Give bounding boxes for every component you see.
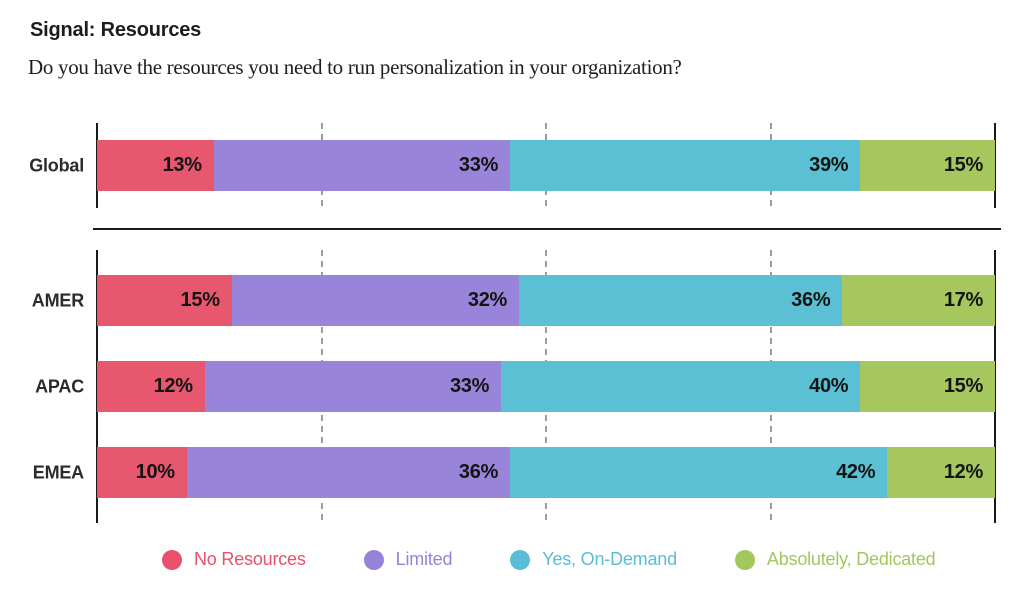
- legend-label: Absolutely, Dedicated: [766, 549, 936, 569]
- segment-absolutely-dedicated: 12%: [887, 447, 995, 498]
- legend-item-limited: Limited: [363, 549, 453, 570]
- axis-line-right: [994, 123, 996, 208]
- legend-item-absolutely-dedicated: Absolutely, Dedicated: [734, 549, 936, 570]
- segment-value-label: 42%: [836, 461, 876, 483]
- axis-line-right: [994, 250, 996, 523]
- segment-value-label: 15%: [180, 289, 220, 311]
- row-label-global: Global: [29, 155, 84, 175]
- bar-rows: Global 13% 33% 39% 15%: [29, 123, 995, 208]
- segment-value-label: 36%: [458, 461, 499, 483]
- segment-absolutely-dedicated: 17%: [842, 275, 995, 326]
- segment-value-label: 39%: [809, 154, 849, 176]
- bar-row-emea: EMEA 10% 36% 42% 12%: [33, 447, 995, 498]
- legend-item-no-resources: No Resources: [162, 549, 306, 570]
- legend-dot-icon: [363, 549, 384, 570]
- survey-question: Do you have the resources you need to ru…: [28, 55, 682, 79]
- segment-no-resources: 15%: [97, 275, 232, 326]
- page-title: Signal: Resources: [30, 19, 202, 41]
- segment-value-label: 33%: [458, 154, 499, 176]
- segment-value-label: 15%: [943, 154, 983, 176]
- legend-item-yes-on-demand: Yes, On-Demand: [510, 549, 677, 570]
- segment-yes-on-demand: 42%: [510, 447, 888, 498]
- segment-yes-on-demand: 36%: [519, 275, 843, 326]
- legend-dot-icon: [734, 549, 755, 570]
- segment-limited: 32%: [231, 275, 520, 326]
- bar-row-global: Global 13% 33% 39% 15%: [29, 140, 995, 191]
- segment-value-label: 10%: [135, 461, 175, 483]
- chart-section-global: Global 13% 33% 39% 15%: [29, 123, 996, 208]
- segment-limited: 36%: [186, 447, 511, 498]
- segment-value-label: 12%: [943, 461, 983, 483]
- legend-label: Yes, On-Demand: [542, 549, 677, 569]
- legend-dot-icon: [162, 549, 182, 570]
- chart-section-regions: AMER 15% 32% 36% 17% APAC 12% 33% 40% 15% EMEA 10% 3…: [32, 250, 996, 523]
- bar-rows: AMER 15% 32% 36% 17% APAC 12% 33% 40% 15% EMEA 10% 3…: [32, 250, 995, 523]
- segment-absolutely-dedicated: 15%: [860, 361, 995, 412]
- segment-value-label: 17%: [943, 289, 983, 311]
- segment-value-label: 13%: [162, 154, 202, 176]
- legend-label: Limited: [395, 549, 453, 569]
- segment-value-label: 36%: [791, 289, 831, 311]
- row-label-emea: EMEA: [32, 462, 84, 482]
- segment-value-label: 12%: [153, 375, 193, 397]
- legend-dot-icon: [510, 549, 531, 570]
- segment-yes-on-demand: 39%: [510, 140, 861, 191]
- resources-stacked-bar-chart: Global 13% 33% 39% 15% AMER 15% 32% 36% 17% APAC 1…: [0, 123, 1024, 523]
- segment-value-label: 15%: [943, 375, 983, 397]
- segment-no-resources: 10%: [97, 447, 187, 498]
- row-label-amer: AMER: [31, 290, 84, 310]
- row-label-apac: APAC: [35, 376, 84, 396]
- bar-row-apac: APAC 12% 33% 40% 15%: [35, 361, 995, 412]
- segment-no-resources: 13%: [97, 140, 214, 191]
- segment-yes-on-demand: 40%: [501, 361, 861, 412]
- legend-label: No Resources: [194, 549, 306, 569]
- section-divider-line: [93, 228, 1001, 230]
- bar-row-amer: AMER 15% 32% 36% 17%: [32, 275, 995, 326]
- chart-legend: No Resources Limited Yes, On-Demand Absolut…: [162, 549, 1024, 570]
- segment-limited: 33%: [213, 140, 511, 191]
- segment-no-resources: 12%: [97, 361, 205, 412]
- segment-limited: 33%: [204, 361, 502, 412]
- segment-value-label: 33%: [449, 375, 490, 397]
- segment-value-label: 40%: [809, 375, 849, 397]
- segment-absolutely-dedicated: 15%: [860, 140, 995, 191]
- segment-value-label: 32%: [467, 289, 508, 311]
